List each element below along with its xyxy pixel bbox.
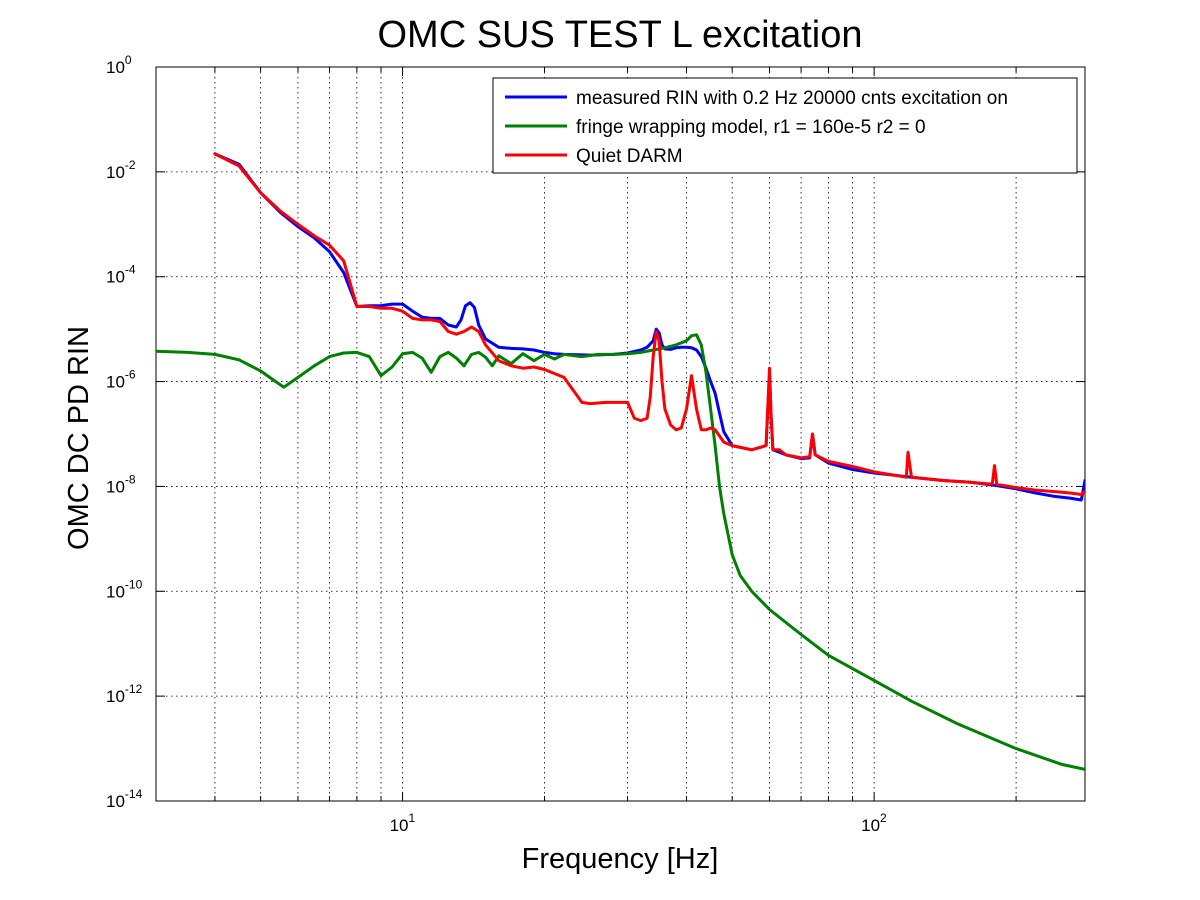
x-axis-label: Frequency [Hz]: [522, 843, 719, 875]
legend-entry-label: Quiet DARM: [576, 146, 683, 167]
y-tick-label: 10-12: [106, 682, 143, 706]
y-tick-label: 10-2: [106, 158, 136, 182]
x-tick-label: 102: [861, 811, 887, 835]
tick-marks: [155, 66, 1085, 802]
series-line-2: [156, 333, 1085, 771]
x-tick-label: 101: [390, 811, 416, 835]
legend-entry-label: measured RIN with 0.2 Hz 20000 cnts exci…: [576, 88, 1008, 109]
plot-frame: [155, 66, 1086, 802]
legend: measured RIN with 0.2 Hz 20000 cnts exci…: [492, 77, 1078, 174]
legend-box: [492, 77, 1078, 174]
series-group: [156, 152, 1085, 771]
y-tick-label: 10-14: [106, 787, 143, 811]
y-tick-label: 10-8: [106, 472, 136, 496]
series-line-3: [213, 152, 1085, 496]
y-tick-label: 100: [106, 53, 132, 77]
y-tick-label: 10-4: [106, 263, 136, 287]
y-tick-label: 10-10: [106, 577, 143, 601]
legend-entry-label: fringe wrapping model, r1 = 160e-5 r2 = …: [576, 117, 926, 138]
chart-title: OMC SUS TEST L excitation: [377, 14, 862, 56]
plot-area: 100 10-2 10-4 10-6 10-8 10-10 10-12 10-14 101 102…: [106, 53, 1086, 835]
y-tick-label: 10-6: [106, 368, 136, 392]
y-axis-label: OMC DC PD RIN: [63, 326, 95, 550]
